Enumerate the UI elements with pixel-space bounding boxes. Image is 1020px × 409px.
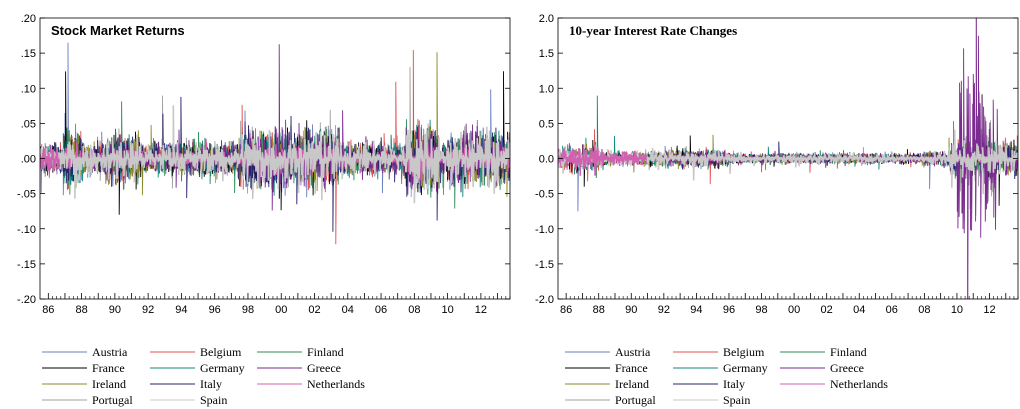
legend-label: Portugal xyxy=(92,393,133,407)
legend-label: Portugal xyxy=(615,393,656,407)
series-traces xyxy=(558,18,1018,299)
series-netherlands-early xyxy=(40,147,59,171)
x-tick-label: 06 xyxy=(886,304,898,316)
legend-label: France xyxy=(92,361,125,375)
legend-label: Spain xyxy=(723,393,750,407)
y-tick-label: 0.5 xyxy=(539,118,554,130)
y-tick-label: .00 xyxy=(21,154,36,166)
y-tick-label: 1.5 xyxy=(539,48,554,60)
series-germany xyxy=(558,95,1018,178)
legend-label: Finland xyxy=(830,345,867,359)
x-tick-label: 10 xyxy=(441,304,453,316)
series-greece xyxy=(89,44,510,211)
x-tick-label: 92 xyxy=(658,304,670,316)
x-tick-label: 88 xyxy=(75,304,87,316)
x-tick-label: 98 xyxy=(755,304,767,316)
x-tick-label: 04 xyxy=(342,304,354,316)
x-tick-label: 06 xyxy=(375,304,387,316)
x-tick-label: 08 xyxy=(408,304,420,316)
y-tick-label: -0.5 xyxy=(535,189,554,201)
y-tick-label: -.10 xyxy=(17,224,36,236)
x-tick-label: 96 xyxy=(723,304,735,316)
chart-title: Stock Market Returns xyxy=(51,23,185,38)
legend-label: Finland xyxy=(307,345,344,359)
y-tick-label: .20 xyxy=(21,13,36,25)
legend-label: Greece xyxy=(307,361,341,375)
x-tick-label: 98 xyxy=(242,304,254,316)
x-tick-label: 00 xyxy=(275,304,287,316)
x-tick-label: 08 xyxy=(918,304,930,316)
series-netherlands-early xyxy=(558,144,647,176)
x-tick-label: 90 xyxy=(625,304,637,316)
y-tick-label: -.15 xyxy=(17,259,36,271)
series-traces xyxy=(40,42,510,245)
legend-label: Netherlands xyxy=(830,377,888,391)
x-tick-label: 88 xyxy=(593,304,605,316)
chart-panel-1: .20 .15 .10 .05 .00 -.05 -.10 -.15 -.20 86 88 90 92 9… xyxy=(17,13,511,407)
legend-label: Ireland xyxy=(92,377,126,391)
y-tick-label: 1.0 xyxy=(539,83,554,95)
series-spain xyxy=(40,105,510,204)
legend-label: Austria xyxy=(92,345,128,359)
x-tick-label: 04 xyxy=(853,304,865,316)
legend: Austria Belgium Finland France Germany Greece… xyxy=(42,345,365,407)
series-greece xyxy=(663,18,1018,299)
x-tick-label: 12 xyxy=(475,304,487,316)
series-portugal xyxy=(81,66,510,199)
x-tick-label: 86 xyxy=(42,304,54,316)
legend: Austria Belgium Finland France Germany Greece… xyxy=(565,345,888,407)
x-tick-label: 94 xyxy=(690,304,702,316)
y-tick-label: .05 xyxy=(21,118,36,130)
y-tick-label: -.20 xyxy=(17,294,36,306)
y-tick-label: .15 xyxy=(21,48,36,60)
legend-label: Italy xyxy=(723,377,745,391)
y-tick-label: -2.0 xyxy=(535,294,554,306)
y-tick-label: 0.0 xyxy=(539,154,554,166)
x-tick-label: 10 xyxy=(951,304,963,316)
legend-label: France xyxy=(615,361,648,375)
legend-label: Greece xyxy=(830,361,864,375)
x-tick-label: 92 xyxy=(142,304,154,316)
x-tick-label: 12 xyxy=(983,304,995,316)
y-tick-label: -1.0 xyxy=(535,224,554,236)
legend-label: Spain xyxy=(200,393,227,407)
chart-panel-2: 2.0 1.5 1.0 0.5 0.0 -0.5 -1.0 -1.5 -2.0 86 88 90 92 9… xyxy=(535,13,1019,407)
x-tick-label: 02 xyxy=(821,304,833,316)
legend-label: Belgium xyxy=(723,345,765,359)
x-tick-label: 90 xyxy=(109,304,121,316)
y-tick-label: .10 xyxy=(21,83,36,95)
y-tick-label: -.05 xyxy=(17,189,36,201)
x-tick-label: 00 xyxy=(788,304,800,316)
chart-title: 10-year Interest Rate Changes xyxy=(569,23,737,38)
legend-label: Austria xyxy=(615,345,651,359)
legend-label: Belgium xyxy=(200,345,242,359)
y-tick-label: 2.0 xyxy=(539,13,554,25)
x-tick-label: 02 xyxy=(308,304,320,316)
legend-label: Germany xyxy=(723,361,768,375)
x-tick-label: 94 xyxy=(175,304,187,316)
y-tick-label: -1.5 xyxy=(535,259,554,271)
legend-label: Italy xyxy=(200,377,222,391)
legend-label: Netherlands xyxy=(307,377,365,391)
legend-label: Germany xyxy=(200,361,245,375)
legend-label: Ireland xyxy=(615,377,649,391)
x-tick-label: 86 xyxy=(560,304,572,316)
x-tick-label: 96 xyxy=(209,304,221,316)
